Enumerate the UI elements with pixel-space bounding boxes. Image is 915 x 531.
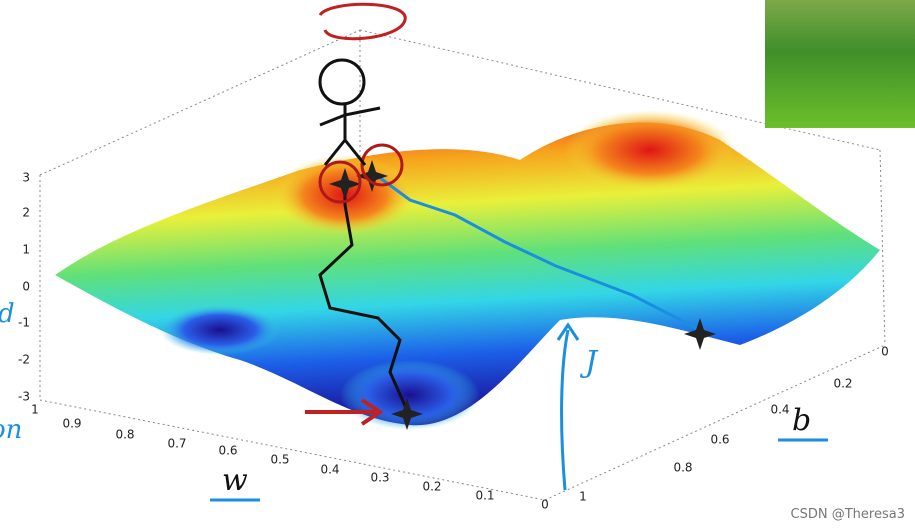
b-tick-label: 0.8 — [673, 461, 692, 475]
z-tick-label: -3 — [18, 390, 30, 404]
z-tick-label: 3 — [22, 171, 30, 185]
w-tick-label: 0.7 — [167, 437, 186, 451]
step-markers — [329, 160, 716, 430]
b-tick-label: 0.6 — [710, 433, 729, 447]
w-tick-label: 0.8 — [115, 428, 134, 442]
z-tick-label: -2 — [18, 353, 30, 367]
b-label: b — [792, 403, 811, 438]
watermark: CSDN @Theresa3 — [791, 507, 905, 522]
w-tick-label: 0 — [541, 498, 549, 512]
b-tick-label: 0.4 — [770, 403, 789, 417]
peak — [565, 110, 735, 190]
j-label: J — [579, 345, 599, 380]
w-tick-label: 0.4 — [320, 463, 339, 477]
z-tick-label: 2 — [22, 206, 30, 220]
valley — [160, 305, 280, 355]
b-tick-label: 0 — [881, 345, 889, 359]
z-tick-label: 1 — [22, 243, 30, 257]
descent-path — [318, 180, 409, 411]
start-circle — [318, 160, 362, 204]
b-tick-label: 0.2 — [833, 377, 852, 391]
z-tick-label: -1 — [18, 316, 30, 330]
w-tick-label: 0.2 — [422, 480, 441, 494]
w-tick-label: 0.6 — [218, 444, 237, 458]
red-arrow — [305, 398, 384, 426]
cost-surface — [55, 122, 880, 426]
w-tick-label: 0.1 — [475, 489, 494, 503]
w-label: w — [222, 463, 248, 498]
left-fragment: on — [0, 415, 22, 445]
landscape-image — [765, 0, 915, 128]
w-tick-label: 1 — [31, 403, 39, 417]
z-tick-label: 0 — [22, 280, 30, 294]
stick-figure — [318, 2, 407, 166]
w-tick-label: 0.3 — [370, 471, 389, 485]
w-tick-label: 0.9 — [62, 417, 81, 431]
left-fragment: d — [0, 299, 15, 329]
b-tick-label: 1 — [579, 490, 587, 504]
w-tick-label: 0.5 — [270, 453, 289, 467]
start-circle — [360, 143, 404, 187]
descent-path — [371, 170, 701, 332]
blue-arrow — [556, 322, 580, 491]
